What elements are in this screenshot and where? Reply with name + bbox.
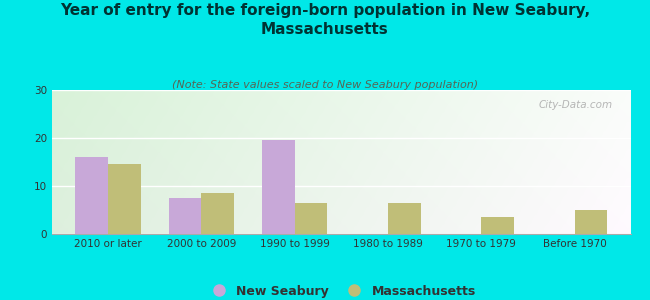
Text: Year of entry for the foreign-born population in New Seabury,
Massachusetts: Year of entry for the foreign-born popul… xyxy=(60,3,590,37)
Bar xyxy=(75,157,108,234)
Legend: New Seabury, Massachusetts: New Seabury, Massachusetts xyxy=(202,280,481,300)
Bar xyxy=(388,203,421,234)
Bar xyxy=(575,210,607,234)
Text: City-Data.com: City-Data.com xyxy=(539,100,613,110)
Bar xyxy=(202,193,234,234)
Bar xyxy=(168,198,202,234)
Bar xyxy=(108,164,140,234)
Bar xyxy=(294,203,327,234)
Text: (Note: State values scaled to New Seabury population): (Note: State values scaled to New Seabur… xyxy=(172,80,478,89)
Bar xyxy=(481,217,514,234)
Bar xyxy=(262,140,294,234)
